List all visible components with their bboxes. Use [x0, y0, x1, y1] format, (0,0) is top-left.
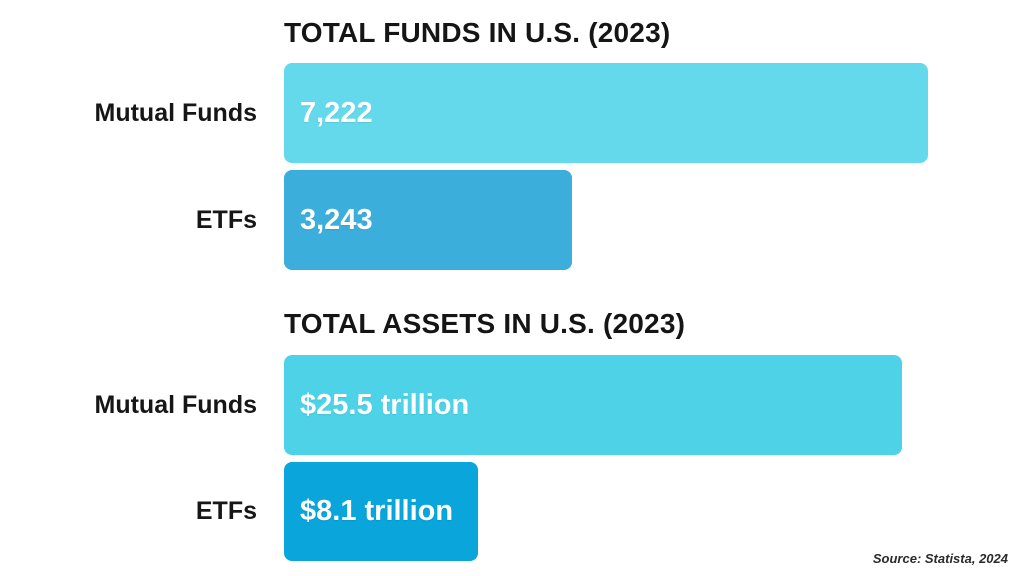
bar-value-label: $25.5 trillion — [300, 388, 470, 421]
bar-track: $25.5 trillion — [284, 355, 928, 455]
bar-track: 7,222 — [284, 63, 928, 163]
bar-etfs-count: 3,243 — [284, 170, 572, 270]
funds-chart-title: TOTAL FUNDS IN U.S. (2023) — [284, 17, 671, 48]
bar-mutual-funds-count: 7,222 — [284, 63, 928, 163]
bar-etfs-assets: $8.1 trillion — [284, 462, 478, 561]
bar-value-label: $8.1 trillion — [300, 495, 454, 527]
bar-row-funds-etfs: ETFs 3,243 — [0, 170, 1024, 270]
category-label-etfs: ETFs — [195, 497, 257, 525]
source-attribution: Source: Statista, 2024 — [872, 551, 1008, 566]
bar-track: $8.1 trillion — [284, 462, 928, 561]
category-label-mutual-funds: Mutual Funds — [94, 98, 257, 127]
bar-row-assets-etfs: ETFs $8.1 trillion — [0, 462, 1024, 561]
category-label-etfs: ETFs — [195, 205, 257, 234]
category-label-mutual-funds: Mutual Funds — [94, 390, 257, 419]
assets-chart-title: TOTAL ASSETS IN U.S. (2023) — [284, 308, 686, 339]
bar-value-label: 7,222 — [300, 96, 373, 129]
bar-row-assets-mutual-funds: Mutual Funds $25.5 trillion — [0, 355, 1024, 455]
bar-mutual-funds-assets: $25.5 trillion — [284, 355, 903, 455]
bar-track: 3,243 — [284, 170, 928, 270]
bar-row-funds-mutual-funds: Mutual Funds 7,222 — [0, 63, 1024, 163]
bar-value-label: 3,243 — [300, 203, 373, 236]
